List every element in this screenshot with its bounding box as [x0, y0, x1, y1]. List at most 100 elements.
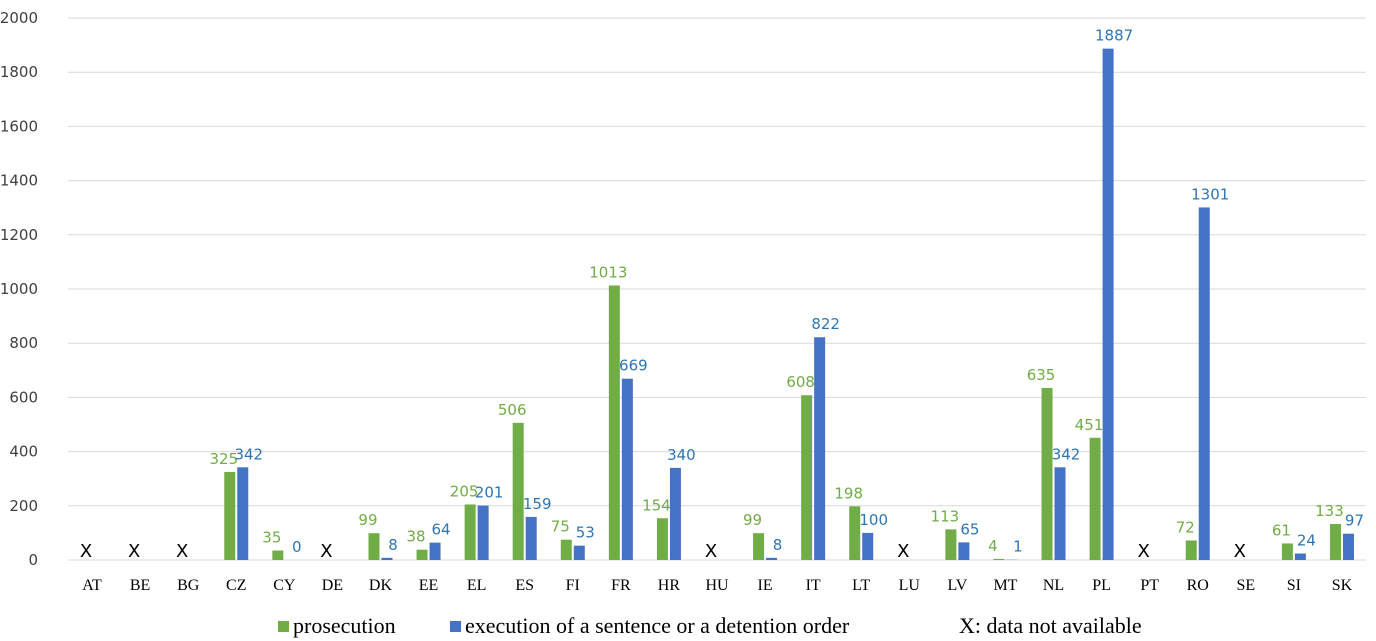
bar-execution	[814, 337, 826, 560]
data-label-execution: 8	[773, 536, 783, 554]
data-label-execution: 24	[1297, 531, 1316, 549]
legend-swatch-prosecution	[278, 621, 289, 632]
y-axis-ticks: 0 200 400 600 800 1000 1200 1400 1600 1800 2000	[0, 9, 38, 569]
not-available-marker: X	[320, 541, 332, 562]
not-available-marker: X	[80, 541, 92, 562]
data-label-prosecution: 198	[834, 484, 863, 502]
y-tick-label: 1400	[0, 172, 38, 190]
bar-prosecution	[1089, 437, 1101, 560]
bar-execution	[621, 378, 633, 560]
legend-label-prosecution: prosecution	[293, 613, 396, 638]
x-tick-label: ES	[515, 577, 534, 594]
data-label-execution: 342	[234, 445, 263, 463]
x-tick-label: SK	[1332, 577, 1353, 594]
bar-prosecution	[512, 422, 524, 560]
y-tick-label: 200	[9, 497, 38, 515]
legend-swatch-execution	[450, 621, 461, 632]
bar-prosecution	[1329, 523, 1341, 560]
y-tick-label: 800	[9, 334, 38, 352]
x-tick-label: CZ	[226, 577, 246, 594]
bar-execution	[429, 542, 441, 560]
y-tick-label: 1000	[0, 280, 38, 298]
data-label-prosecution: 113	[931, 507, 960, 525]
data-label-prosecution: 38	[407, 528, 426, 546]
x-tick-label: CY	[273, 577, 296, 594]
bar-prosecution	[1185, 540, 1197, 560]
x-tick-label: FI	[566, 577, 580, 594]
x-tick-label: MT	[993, 577, 1017, 594]
data-label-execution: 159	[523, 495, 552, 513]
not-available-marker: X	[128, 541, 140, 562]
bar-execution	[525, 516, 537, 560]
y-tick-label: 1600	[0, 117, 38, 135]
x-tick-label: EE	[419, 577, 439, 594]
data-label-prosecution: 205	[450, 482, 479, 500]
bar-prosecution	[1281, 543, 1293, 560]
data-label-prosecution: 35	[262, 529, 281, 547]
bar-execution	[669, 467, 681, 560]
data-label-execution: 201	[475, 484, 504, 502]
bar-execution	[573, 545, 585, 560]
not-available-marker: X	[176, 541, 188, 562]
bar-prosecution	[416, 549, 428, 560]
bar-prosecution	[608, 285, 620, 560]
data-label-prosecution: 1013	[589, 263, 627, 281]
bar-prosecution	[945, 529, 957, 560]
bar-prosecution	[464, 504, 476, 560]
data-label-prosecution: 608	[786, 373, 815, 391]
bar-execution	[1198, 207, 1210, 560]
y-tick-label: 1800	[0, 63, 38, 81]
bar-execution	[381, 557, 393, 560]
data-label-prosecution: 75	[551, 518, 570, 536]
x-tick-label: PL	[1092, 577, 1111, 594]
legend-not-available-note: X: data not available	[959, 613, 1142, 638]
x-tick-label: RO	[1187, 577, 1209, 594]
not-available-marker: X	[1137, 541, 1149, 562]
y-tick-label: 1200	[0, 226, 38, 244]
bar-execution	[862, 532, 874, 560]
x-tick-label: LU	[899, 577, 921, 594]
x-tick-label: SI	[1287, 577, 1301, 594]
data-label-prosecution: 451	[1075, 416, 1104, 434]
bar-prosecution	[993, 558, 1005, 560]
x-tick-label: LV	[947, 577, 967, 594]
data-label-prosecution: 72	[1176, 518, 1195, 536]
data-label-execution: 822	[811, 315, 840, 333]
data-label-prosecution: 506	[498, 401, 527, 419]
bar-prosecution	[656, 518, 668, 560]
x-tick-label: EL	[467, 577, 487, 594]
bar-prosecution	[801, 395, 813, 560]
not-available-marker: X	[705, 541, 717, 562]
bar-prosecution	[224, 471, 236, 560]
y-tick-label: 400	[9, 443, 38, 461]
bar-prosecution	[1041, 387, 1053, 560]
x-tick-label: NL	[1043, 577, 1064, 594]
bar-prosecution	[753, 533, 765, 560]
data-label-execution: 340	[667, 446, 696, 464]
data-label-prosecution: 154	[642, 496, 671, 514]
x-tick-label: DK	[369, 577, 393, 594]
bar-execution	[1102, 48, 1114, 561]
legend-label-execution: execution of a sentence or a detention o…	[465, 613, 850, 638]
x-axis-ticks: AT BE BG CZ CY DE DK EE EL ES FI FR HR HU IE IT LT LU LV MT…	[82, 577, 1352, 594]
data-label-execution: 1301	[1191, 185, 1229, 203]
x-tick-label: SE	[1236, 577, 1255, 594]
bar-prosecution	[368, 533, 380, 560]
x-tick-label: PT	[1140, 577, 1159, 594]
data-label-execution: 53	[576, 524, 595, 542]
not-available-marker: X	[897, 541, 909, 562]
x-tick-label: DE	[322, 577, 343, 594]
bars	[224, 48, 1354, 561]
gridlines	[68, 17, 1366, 561]
y-tick-label: 0	[28, 551, 38, 569]
data-label-prosecution: 61	[1272, 521, 1291, 539]
data-label-prosecution: 325	[209, 450, 238, 468]
x-tick-label: BG	[177, 577, 200, 594]
data-label-execution: 65	[960, 520, 979, 538]
y-tick-label: 2000	[0, 9, 38, 27]
data-label-execution: 8	[388, 536, 398, 554]
bar-execution	[237, 467, 249, 560]
bar-execution	[477, 505, 489, 560]
